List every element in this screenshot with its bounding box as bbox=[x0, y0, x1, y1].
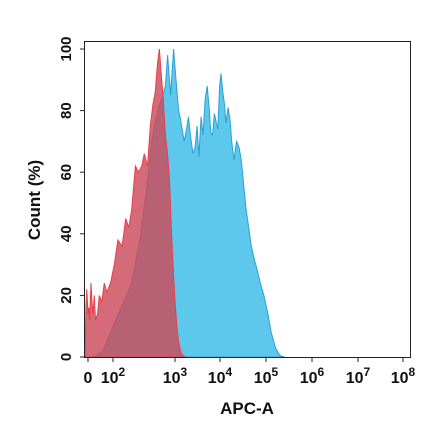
y-tick-label: 100 bbox=[58, 36, 75, 61]
y-tick-label: 60 bbox=[58, 164, 75, 181]
y-tick-label: 0 bbox=[58, 353, 75, 361]
y-tick-label: 80 bbox=[58, 102, 75, 119]
y-tick-label: 20 bbox=[58, 287, 75, 304]
x-tick-label: 107 bbox=[346, 365, 371, 387]
plot-frame bbox=[84, 41, 411, 358]
x-tick-label: 104 bbox=[208, 365, 233, 387]
y-axis: 0 20 40 60 80 100 bbox=[58, 36, 85, 361]
x-tick-label: 0 bbox=[84, 370, 93, 387]
y-axis-label: Count (%) bbox=[25, 160, 44, 240]
x-tick-label: 105 bbox=[254, 365, 279, 387]
x-tick-label: 108 bbox=[391, 365, 416, 387]
plot-area bbox=[84, 48, 285, 358]
series-red-histogram bbox=[84, 48, 188, 358]
x-axis: 0 102 103 104 105 106 107 108 bbox=[84, 357, 416, 387]
x-tick-label: 102 bbox=[101, 365, 126, 387]
x-tick-label: 106 bbox=[300, 365, 325, 387]
x-axis-label: APC-A bbox=[220, 399, 274, 418]
x-tick-label: 103 bbox=[163, 365, 188, 387]
y-tick-label: 40 bbox=[58, 225, 75, 242]
